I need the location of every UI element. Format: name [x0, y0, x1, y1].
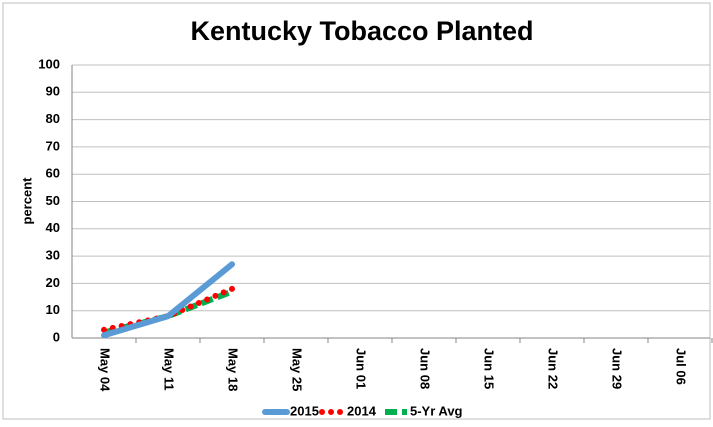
y-tick-label: 40 — [46, 220, 60, 235]
x-tick-label: May 18 — [226, 348, 241, 391]
x-tick-label: Jun 22 — [546, 348, 561, 389]
y-tick-label: 20 — [46, 275, 60, 290]
y-axis-label: percent — [19, 177, 34, 225]
legend-label: 2015 — [290, 403, 319, 418]
y-tick-label: 90 — [46, 84, 60, 99]
x-tick-label: May 04 — [98, 348, 113, 392]
y-tick-label: 10 — [46, 302, 60, 317]
legend-label: 2014 — [347, 403, 377, 418]
x-tick-label: Jul 06 — [674, 348, 689, 385]
x-tick-label: May 25 — [290, 348, 305, 391]
y-tick-label: 70 — [46, 138, 60, 153]
x-tick-label: Jun 15 — [482, 348, 497, 389]
y-tick-label: 80 — [46, 111, 60, 126]
y-tick-label: 60 — [46, 166, 60, 181]
x-tick-label: May 11 — [162, 348, 177, 391]
chart-frame — [2, 2, 711, 420]
y-tick-label: 30 — [46, 248, 60, 263]
legend-label: 5-Yr Avg — [410, 403, 463, 418]
x-tick-label: Jun 01 — [354, 348, 369, 389]
series-line — [101, 261, 235, 339]
y-tick-label: 50 — [46, 193, 60, 208]
y-tick-label: 100 — [38, 56, 60, 71]
chart-title: Kentucky Tobacco Planted — [190, 16, 533, 46]
x-tick-label: Jun 08 — [418, 348, 433, 389]
y-tick-label: 0 — [53, 329, 60, 344]
x-tick-label: Jun 29 — [610, 348, 625, 389]
